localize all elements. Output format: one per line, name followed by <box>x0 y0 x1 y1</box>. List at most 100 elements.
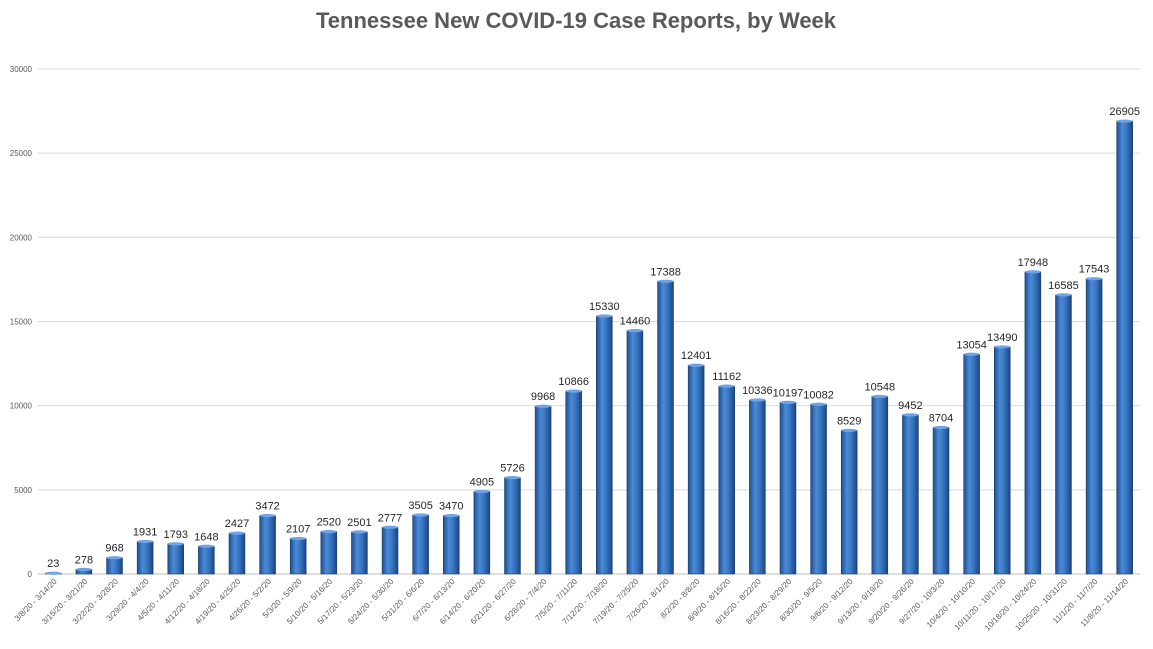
bar-cap <box>504 476 521 480</box>
bars <box>45 119 1133 575</box>
bar-cap <box>626 328 643 333</box>
bar <box>198 545 215 575</box>
bar-cap <box>810 402 827 406</box>
bar-cap <box>963 352 980 356</box>
data-label: 2520 <box>317 517 341 529</box>
bar <box>167 543 185 575</box>
bar-cap <box>871 394 888 399</box>
x-tick-label: 10/11/20 - 10/17/20 <box>953 577 1008 632</box>
data-label: 1648 <box>194 531 218 543</box>
bar <box>596 315 613 575</box>
bar-cap <box>167 542 184 546</box>
bar <box>1055 294 1072 575</box>
data-label: 2107 <box>286 524 310 536</box>
bar <box>1024 271 1042 575</box>
bar <box>136 541 154 575</box>
data-label: 16585 <box>1048 280 1079 292</box>
data-label: 10197 <box>773 387 804 399</box>
bar-cap <box>994 345 1011 349</box>
bar <box>473 491 491 575</box>
bar <box>534 405 552 575</box>
bar <box>810 403 827 575</box>
data-label: 17948 <box>1018 257 1049 269</box>
bar-cap <box>1055 293 1072 297</box>
bar-cap <box>565 389 582 393</box>
data-label: 2427 <box>225 518 249 530</box>
bar-cap <box>229 531 245 535</box>
bar-cap <box>351 530 368 534</box>
bar-cap <box>749 398 766 402</box>
y-tick-label: 0 <box>28 570 33 579</box>
bar <box>442 515 460 575</box>
bar <box>320 531 338 575</box>
bar <box>749 399 766 575</box>
bar <box>840 430 858 575</box>
bar-cap <box>780 400 796 404</box>
bar <box>932 427 950 575</box>
data-label: 14460 <box>620 316 651 328</box>
bar <box>1116 120 1133 575</box>
bar-cap <box>290 536 307 541</box>
y-tick-label: 5000 <box>14 486 32 495</box>
bar-cap <box>382 525 398 529</box>
bar-cap <box>902 413 919 417</box>
bar-cap <box>198 544 215 548</box>
y-axis: 0 5000 10000 15000 20000 25000 30000 <box>10 65 33 579</box>
data-label: 8704 <box>929 412 953 424</box>
bar <box>902 414 919 575</box>
data-label: 13054 <box>956 339 987 351</box>
data-label: 2777 <box>378 512 402 524</box>
data-label: 10336 <box>742 385 773 397</box>
data-label: 9452 <box>898 400 922 412</box>
data-label: 17543 <box>1079 264 1110 276</box>
y-tick-label: 25000 <box>10 149 33 158</box>
bar-cap <box>473 489 490 494</box>
bar-cap <box>137 539 154 544</box>
x-tick-label: 10/18/20 - 10/24/20 <box>983 577 1039 633</box>
bar <box>657 281 674 575</box>
bar-cap <box>596 314 613 318</box>
data-label: 13490 <box>987 332 1018 344</box>
x-tick-label: 10/25/20 - 10/31/20 <box>1013 577 1069 633</box>
data-label: 2501 <box>347 517 371 529</box>
bar-cap <box>1024 270 1041 274</box>
x-axis: 3/8/20 - 3/14/203/15/20 - 3/21/203/22/20… <box>13 577 1131 633</box>
data-label: 968 <box>105 543 123 555</box>
chart-title: Tennessee New COVID-19 Case Reports, by … <box>316 8 837 33</box>
data-label: 4905 <box>470 476 494 488</box>
bar-cap <box>933 425 949 430</box>
bar-cap <box>535 404 552 408</box>
bar <box>565 390 582 575</box>
bar-cap <box>1116 119 1133 123</box>
bar-cap <box>412 513 429 517</box>
bar-cap <box>320 529 337 534</box>
bar <box>963 353 980 575</box>
bar <box>504 477 521 575</box>
bar <box>1085 278 1103 575</box>
data-label: 1793 <box>164 529 188 541</box>
data-label: 1931 <box>133 526 157 538</box>
bar-cap <box>1086 277 1103 281</box>
bar-cap <box>45 571 62 575</box>
data-label: 17388 <box>650 266 681 278</box>
data-label: 10866 <box>558 376 589 388</box>
data-label: 12401 <box>681 350 712 362</box>
data-label: 8529 <box>837 415 861 427</box>
bar-cap <box>657 279 674 283</box>
bar <box>412 514 429 575</box>
bar <box>687 364 705 575</box>
data-label: 10548 <box>865 381 896 393</box>
bar <box>626 330 644 575</box>
bar-cap <box>75 567 92 571</box>
y-tick-label: 20000 <box>10 233 33 242</box>
bar <box>993 346 1011 575</box>
bar-cap <box>443 513 460 518</box>
bar-cap <box>259 513 276 518</box>
data-label: 3472 <box>255 501 279 513</box>
data-label: 278 <box>75 554 93 566</box>
bar <box>381 526 399 575</box>
bar <box>259 515 276 575</box>
bar-cap <box>841 428 858 433</box>
gridlines <box>38 68 1140 575</box>
